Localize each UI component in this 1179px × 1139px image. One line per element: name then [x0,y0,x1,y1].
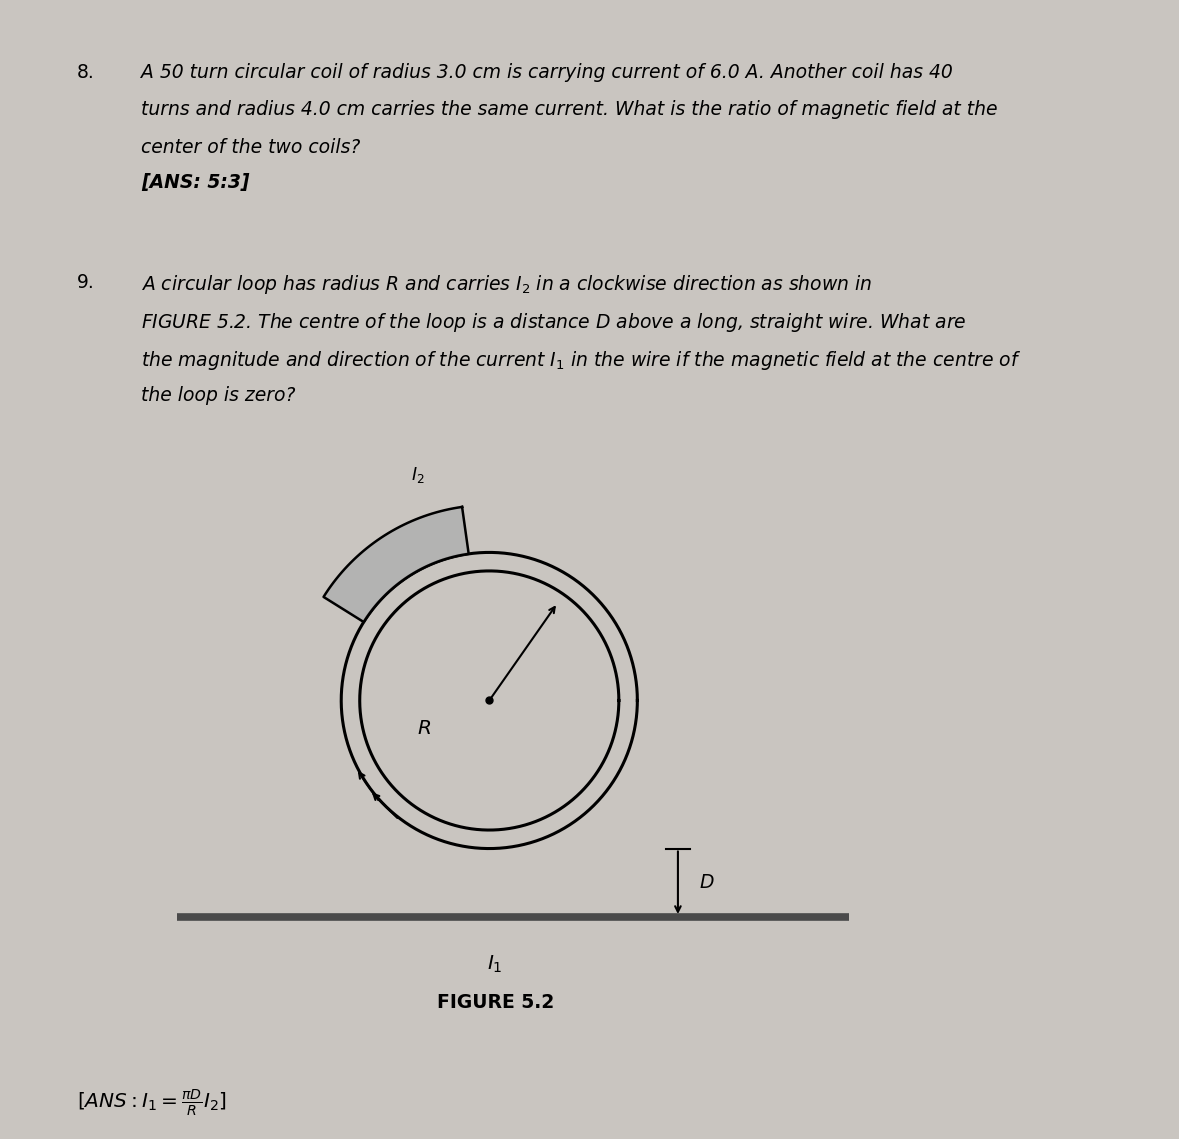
Text: $D$: $D$ [699,874,714,892]
Text: A 50 turn circular coil of radius 3.0 cm is carrying current of 6.0 A. Another c: A 50 turn circular coil of radius 3.0 cm… [141,63,954,82]
Text: $[ANS: I_1 = \frac{\pi D}{R} I_2]$: $[ANS: I_1 = \frac{\pi D}{R} I_2]$ [77,1088,226,1118]
Text: A circular loop has radius $R$ and carries $I_2$ in a clockwise direction as sho: A circular loop has radius $R$ and carri… [141,273,872,296]
Text: the loop is zero?: the loop is zero? [141,386,296,405]
Text: FIGURE 5.2: FIGURE 5.2 [436,993,554,1013]
Text: the magnitude and direction of the current $I_1$ in the wire if the magnetic fie: the magnitude and direction of the curre… [141,349,1021,371]
Text: FIGURE 5.2. The centre of the loop is a distance $D$ above a long, straight wire: FIGURE 5.2. The centre of the loop is a … [141,311,967,334]
Text: $I_2$: $I_2$ [411,465,424,485]
Polygon shape [323,507,469,622]
Text: [ANS: 5:3]: [ANS: 5:3] [141,173,250,192]
Text: $R$: $R$ [417,720,432,738]
Text: center of the two coils?: center of the two coils? [141,138,361,157]
Text: turns and radius 4.0 cm carries the same current. What is the ratio of magnetic : turns and radius 4.0 cm carries the same… [141,100,997,120]
Text: 8.: 8. [77,63,94,82]
Text: 9.: 9. [77,273,94,293]
Text: $I_1$: $I_1$ [487,953,503,975]
